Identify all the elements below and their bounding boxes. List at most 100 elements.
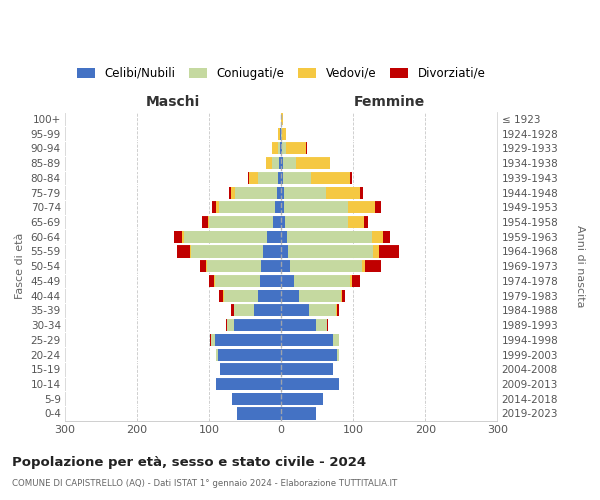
Text: COMUNE DI CAPISTRELLO (AQ) - Dati ISTAT 1° gennaio 2024 - Elaborazione TUTTITALI: COMUNE DI CAPISTRELLO (AQ) - Dati ISTAT … — [12, 479, 397, 488]
Bar — [281, 364, 333, 376]
Bar — [214, 275, 215, 287]
Bar — [364, 216, 368, 228]
Bar — [281, 128, 282, 140]
Bar — [215, 275, 260, 287]
Legend: Celibi/Nubili, Coniugati/e, Vedovi/e, Divorziati/e: Celibi/Nubili, Coniugati/e, Vedovi/e, Di… — [72, 62, 490, 84]
Bar — [224, 290, 258, 302]
Bar — [311, 172, 350, 184]
Bar — [232, 304, 233, 316]
Bar — [383, 230, 390, 243]
Bar — [281, 157, 283, 169]
Bar — [281, 202, 284, 213]
Bar — [202, 216, 208, 228]
Bar — [223, 290, 224, 302]
Bar — [174, 230, 182, 243]
Bar — [248, 172, 250, 184]
Bar — [263, 246, 281, 258]
Bar — [278, 172, 281, 184]
Bar — [281, 260, 290, 272]
Bar — [207, 260, 261, 272]
Bar — [233, 304, 254, 316]
Bar — [375, 202, 380, 213]
Bar — [182, 230, 184, 243]
Text: Maschi: Maschi — [146, 94, 200, 108]
Bar — [261, 260, 281, 272]
Bar — [235, 319, 281, 331]
Bar — [219, 202, 275, 213]
Bar — [326, 319, 328, 331]
Bar — [281, 408, 316, 420]
Bar — [333, 334, 339, 346]
Bar — [217, 378, 281, 390]
Text: Popolazione per età, sesso e stato civile - 2024: Popolazione per età, sesso e stato civil… — [12, 456, 366, 469]
Bar — [281, 348, 337, 360]
Bar — [218, 348, 281, 360]
Text: Femmine: Femmine — [353, 94, 425, 108]
Bar — [352, 275, 361, 287]
Bar — [176, 246, 190, 258]
Bar — [305, 142, 307, 154]
Bar — [294, 275, 350, 287]
Bar — [232, 186, 235, 198]
Bar — [226, 319, 227, 331]
Bar — [272, 216, 281, 228]
Bar — [296, 157, 330, 169]
Bar — [341, 290, 342, 302]
Bar — [258, 172, 278, 184]
Bar — [281, 334, 333, 346]
Bar — [362, 260, 365, 272]
Bar — [277, 186, 281, 198]
Bar — [208, 216, 209, 228]
Bar — [281, 142, 282, 154]
Bar — [284, 186, 326, 198]
Bar — [236, 408, 281, 420]
Bar — [235, 186, 277, 198]
Bar — [281, 275, 294, 287]
Bar — [285, 216, 348, 228]
Bar — [337, 304, 339, 316]
Bar — [229, 186, 232, 198]
Bar — [184, 230, 267, 243]
Bar — [316, 319, 326, 331]
Bar — [211, 334, 215, 346]
Bar — [227, 319, 235, 331]
Bar — [283, 157, 296, 169]
Bar — [250, 172, 258, 184]
Bar — [212, 202, 217, 213]
Bar — [347, 202, 375, 213]
Bar — [326, 186, 361, 198]
Bar — [215, 334, 281, 346]
Bar — [379, 246, 400, 258]
Bar — [217, 348, 218, 360]
Bar — [337, 348, 339, 360]
Y-axis label: Anni di nascita: Anni di nascita — [575, 225, 585, 308]
Bar — [281, 246, 289, 258]
Bar — [308, 304, 336, 316]
Bar — [190, 246, 191, 258]
Bar — [281, 186, 284, 198]
Bar — [289, 246, 373, 258]
Bar — [361, 186, 364, 198]
Bar — [267, 230, 281, 243]
Bar — [266, 157, 272, 169]
Bar — [290, 260, 362, 272]
Bar — [191, 246, 263, 258]
Bar — [275, 202, 281, 213]
Bar — [220, 364, 281, 376]
Bar — [209, 216, 272, 228]
Bar — [372, 230, 383, 243]
Bar — [280, 128, 281, 140]
Bar — [365, 260, 380, 272]
Bar — [281, 319, 316, 331]
Bar — [299, 290, 341, 302]
Bar — [217, 202, 219, 213]
Bar — [219, 290, 223, 302]
Bar — [281, 378, 339, 390]
Bar — [281, 304, 308, 316]
Bar — [232, 392, 281, 405]
Bar — [200, 260, 206, 272]
Bar — [342, 290, 346, 302]
Bar — [209, 275, 214, 287]
Bar — [272, 142, 278, 154]
Bar — [373, 246, 379, 258]
